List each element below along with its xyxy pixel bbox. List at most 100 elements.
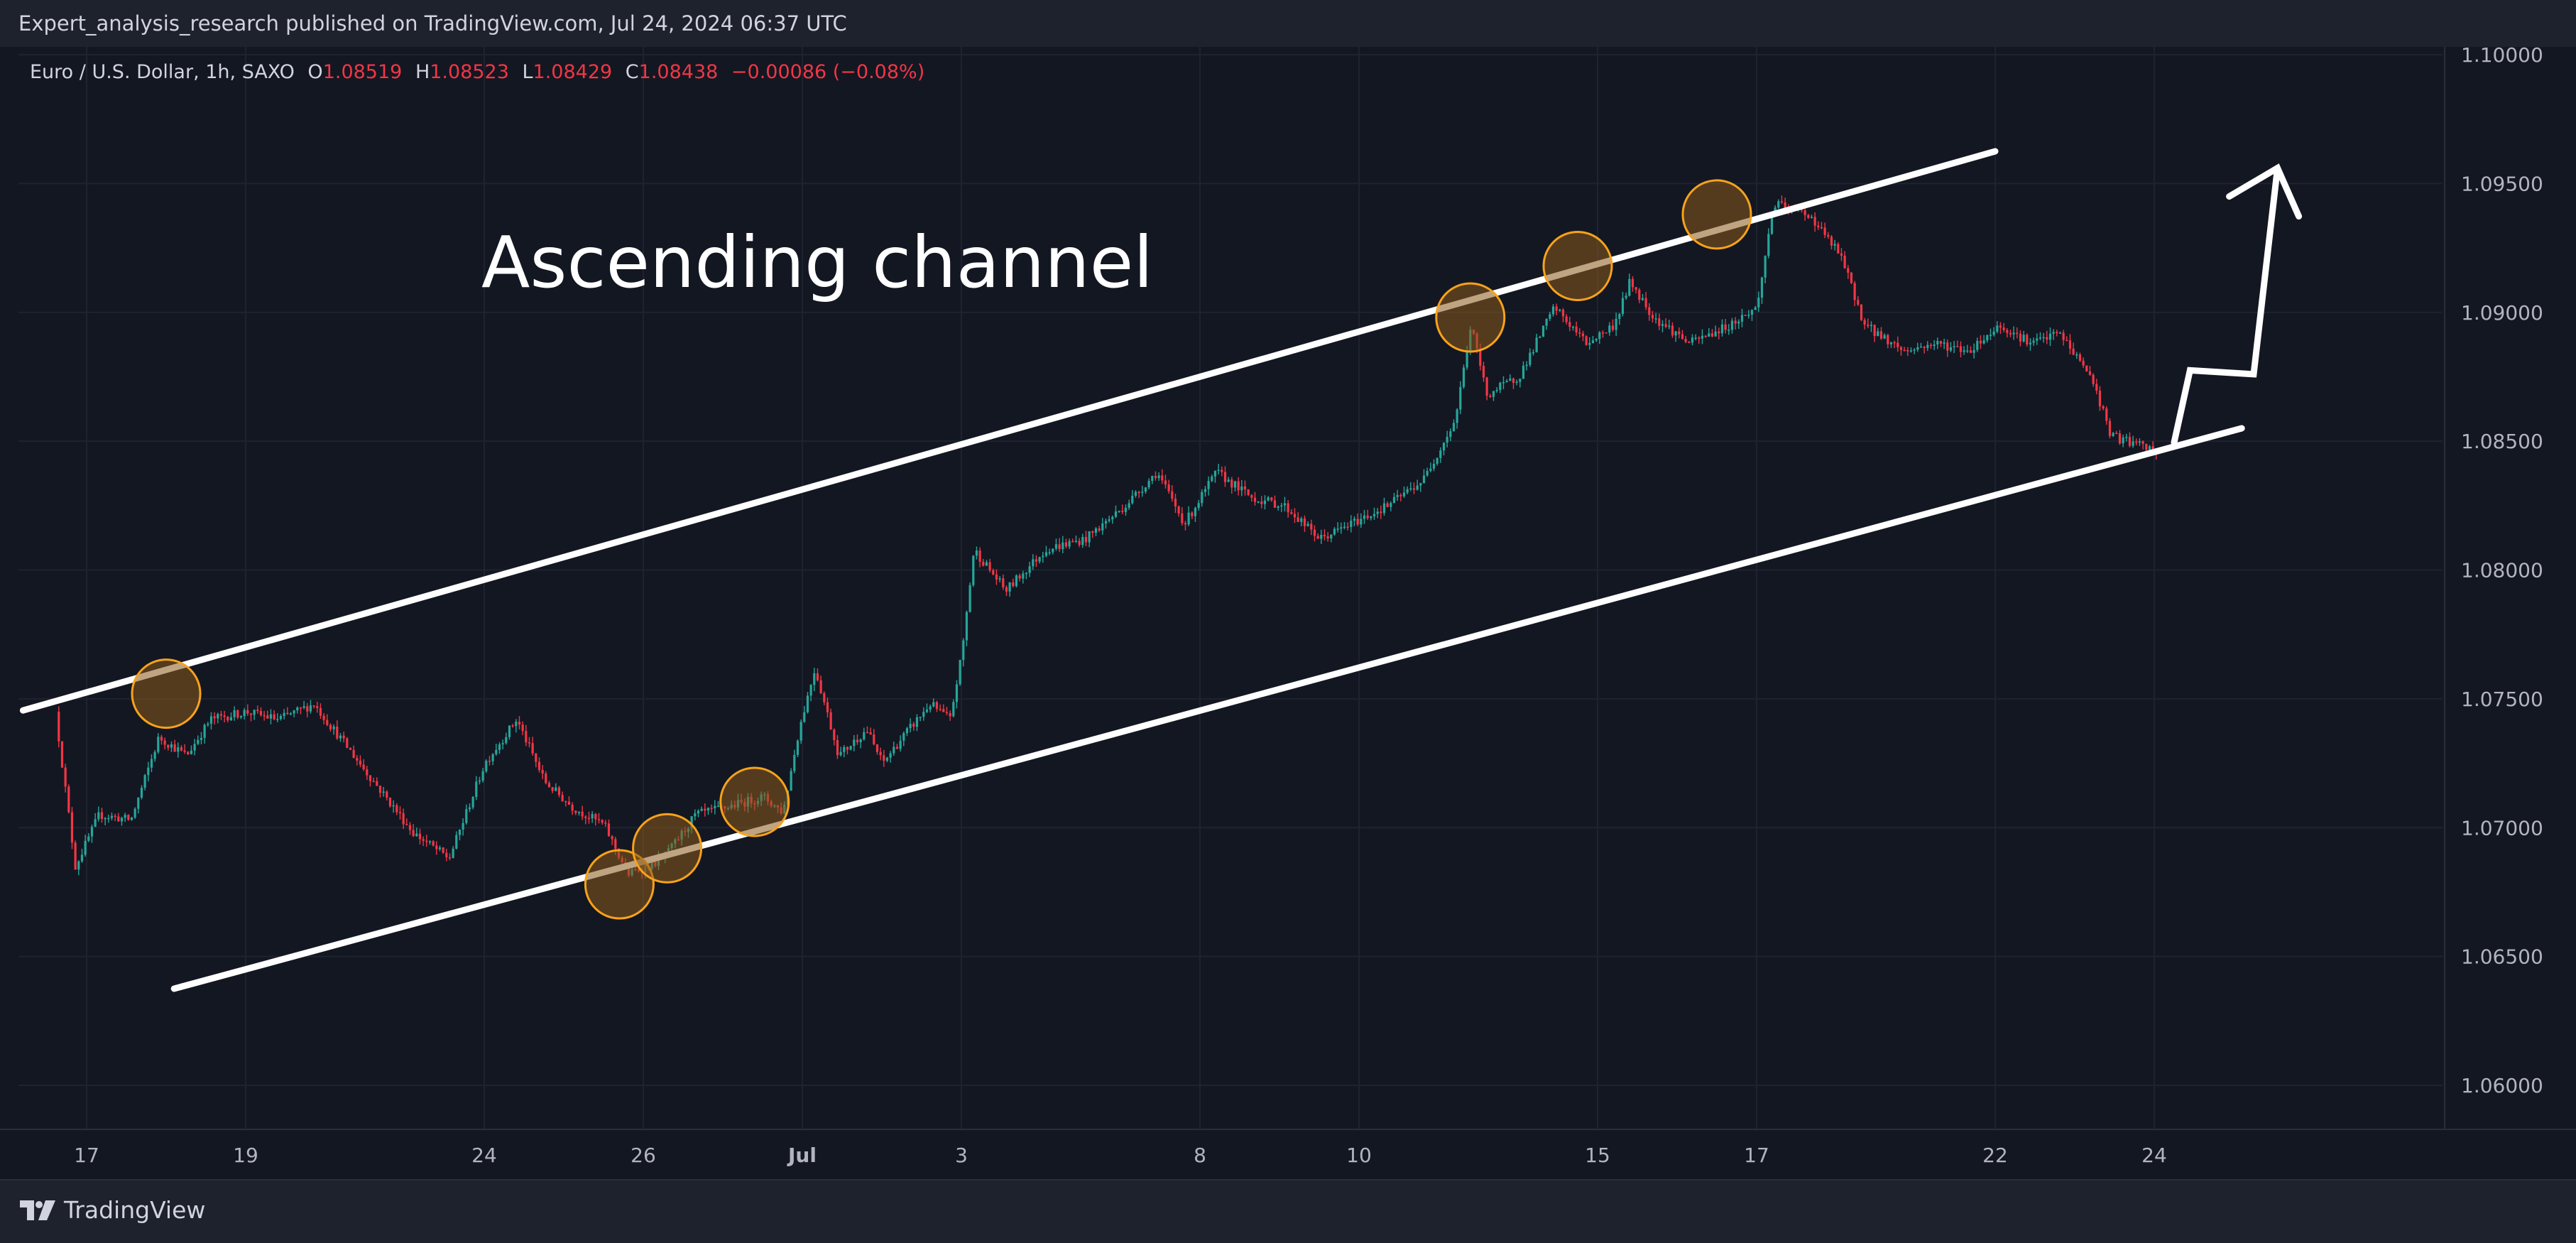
annotations: Ascending channel [19, 148, 2303, 992]
y-tick-label: 1.08000 [2461, 559, 2543, 582]
candle [1913, 348, 1916, 354]
candle [1412, 482, 1416, 494]
candle [2036, 333, 2039, 345]
candle [1462, 364, 1466, 389]
candle [1764, 255, 1767, 283]
candle [1588, 337, 1591, 350]
candle [1137, 490, 1140, 499]
lower-channel-line[interactable] [170, 425, 2245, 992]
candle [1366, 509, 1369, 521]
candle [1432, 459, 1436, 472]
candle [1121, 504, 1124, 514]
candle [87, 832, 90, 842]
candle [1591, 335, 1595, 344]
projection-arrow[interactable] [2171, 165, 2281, 446]
touch-point-circle[interactable] [584, 849, 655, 920]
candle [528, 737, 531, 748]
touch-point-circle[interactable] [1681, 179, 1752, 250]
candle [1247, 489, 1250, 496]
candle [1678, 327, 1681, 339]
price-chart[interactable]: 1.10000 1.09500 1.09000 1.08500 1.08000 1.075… [0, 47, 2576, 1179]
candle [1909, 347, 1913, 353]
candle [395, 803, 398, 815]
x-tick-label: 24 [471, 1144, 497, 1167]
candle [899, 735, 902, 752]
candle [412, 824, 415, 837]
candle [1015, 574, 1018, 588]
candle [1887, 333, 1889, 349]
candle [1482, 362, 1485, 382]
candle [1549, 311, 1551, 321]
candle [1204, 486, 1207, 497]
candle [435, 841, 438, 855]
touch-point-circle[interactable] [632, 813, 703, 884]
candle [1326, 532, 1329, 542]
candle [1575, 321, 1578, 336]
candle [309, 700, 312, 714]
chart-background [0, 47, 2576, 1179]
candle [1459, 381, 1462, 415]
candle [1551, 304, 1555, 317]
candle [1442, 442, 1446, 456]
candle [915, 714, 919, 732]
candle [1048, 548, 1051, 555]
candle [422, 836, 425, 847]
candle [180, 745, 183, 751]
brand[interactable]: TradingView [18, 1196, 205, 1224]
candle [1211, 474, 1213, 482]
candle [1330, 534, 1333, 543]
candle [939, 704, 942, 712]
candle [1688, 340, 1691, 344]
candle [1545, 318, 1548, 330]
x-tick-label: 24 [2141, 1144, 2167, 1167]
candle [1628, 273, 1631, 297]
candle [1293, 508, 1297, 523]
touch-point-circle[interactable] [1435, 282, 1506, 353]
candle [1161, 469, 1164, 484]
candle [843, 744, 846, 758]
candle [1223, 466, 1227, 487]
candle [1638, 288, 1641, 303]
candle [2012, 326, 2015, 340]
candle [1167, 479, 1170, 494]
candle [1290, 509, 1293, 515]
candle [349, 747, 352, 750]
chart-title-annotation[interactable]: Ascending channel [481, 221, 1153, 304]
candle [2042, 332, 2045, 343]
candle [442, 847, 444, 854]
touch-point-circle[interactable] [1542, 230, 1613, 301]
candle [67, 784, 70, 814]
candle [1953, 340, 1955, 354]
candle [256, 705, 259, 714]
candle [1237, 477, 1240, 496]
candle [200, 732, 203, 744]
candle [2078, 352, 2082, 362]
candle [58, 706, 60, 748]
upper-channel-line[interactable] [19, 148, 1999, 714]
candle [1018, 573, 1021, 582]
candle [1929, 342, 1933, 349]
touch-point-circle[interactable] [131, 658, 202, 729]
candle [535, 753, 537, 768]
candle [1091, 530, 1094, 538]
candle [710, 804, 713, 813]
candle [959, 659, 961, 686]
candle [2145, 443, 2148, 452]
candle [1621, 291, 1625, 317]
candle [501, 739, 504, 750]
low-label: L [522, 61, 533, 83]
candle [1718, 327, 1720, 340]
candle [203, 723, 206, 744]
candle [1509, 374, 1512, 381]
candle [2118, 430, 2122, 445]
candle [219, 710, 223, 720]
candle [346, 737, 349, 749]
candle [1035, 555, 1038, 568]
touch-point-circle[interactable] [719, 766, 790, 837]
candle [1641, 294, 1644, 301]
candle [1201, 489, 1204, 507]
candle [418, 828, 422, 845]
candle [183, 744, 186, 754]
candle [402, 808, 405, 830]
candle [515, 719, 518, 733]
